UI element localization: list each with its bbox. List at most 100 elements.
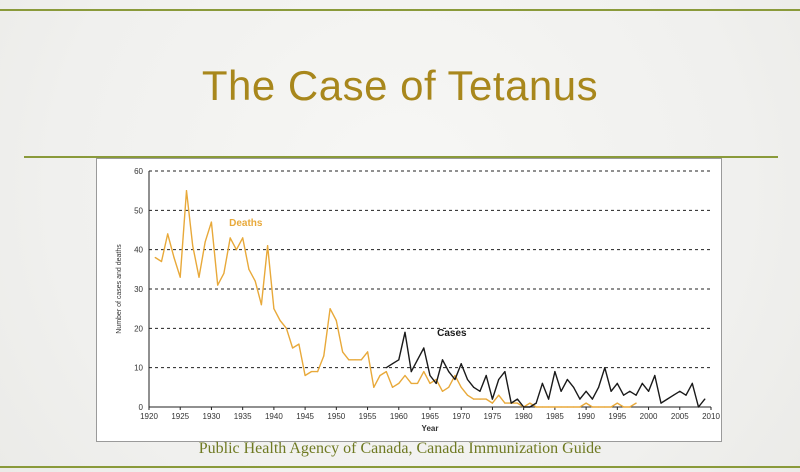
data-point-cases bbox=[416, 359, 419, 361]
data-point-deaths bbox=[360, 359, 362, 361]
data-point-cases bbox=[385, 367, 387, 369]
data-point-cases bbox=[616, 382, 618, 384]
data-point-cases bbox=[623, 394, 625, 396]
data-point-deaths bbox=[541, 406, 543, 408]
data-point-cases bbox=[454, 378, 456, 381]
data-point-cases bbox=[585, 390, 587, 392]
data-point-cases bbox=[516, 398, 518, 400]
data-point-deaths bbox=[379, 374, 381, 377]
data-point-deaths bbox=[204, 241, 206, 243]
data-point-cases bbox=[523, 406, 525, 408]
data-point-deaths bbox=[573, 406, 575, 408]
y-tick-label: 10 bbox=[134, 364, 143, 373]
data-point-cases bbox=[429, 374, 431, 377]
data-point-cases bbox=[404, 331, 406, 333]
data-point-deaths bbox=[154, 256, 156, 259]
data-point-deaths bbox=[185, 190, 188, 192]
data-point-deaths bbox=[391, 386, 394, 388]
series-label-deaths: Deaths bbox=[229, 218, 263, 229]
data-point-deaths bbox=[285, 327, 287, 329]
data-point-deaths bbox=[454, 374, 456, 377]
data-point-cases bbox=[598, 386, 600, 388]
data-point-deaths bbox=[267, 245, 269, 247]
data-point-deaths bbox=[223, 272, 225, 274]
data-point-cases bbox=[485, 374, 487, 377]
data-point-cases bbox=[604, 367, 606, 369]
data-point-cases bbox=[691, 382, 693, 384]
x-tick-label: 1950 bbox=[327, 412, 345, 421]
data-point-deaths bbox=[591, 406, 593, 408]
x-tick-label: 1945 bbox=[296, 412, 314, 421]
data-point-cases bbox=[660, 402, 662, 404]
data-point-deaths bbox=[292, 347, 294, 349]
data-point-deaths bbox=[385, 371, 387, 373]
data-point-deaths bbox=[254, 280, 256, 282]
data-point-deaths bbox=[242, 237, 244, 239]
data-point-deaths bbox=[298, 343, 300, 345]
x-tick-label: 1955 bbox=[359, 412, 377, 421]
data-point-deaths bbox=[217, 284, 219, 286]
data-point-deaths bbox=[598, 406, 600, 408]
data-point-deaths bbox=[529, 402, 531, 404]
data-point-deaths bbox=[566, 406, 568, 408]
x-tick-label: 1960 bbox=[390, 412, 408, 421]
x-tick-label: 1965 bbox=[421, 412, 439, 421]
data-point-deaths bbox=[273, 308, 275, 310]
data-point-cases bbox=[591, 398, 593, 400]
data-point-cases bbox=[704, 398, 706, 400]
x-tick-label: 1925 bbox=[171, 412, 189, 421]
slide-title: The Case of Tetanus bbox=[201, 62, 599, 109]
data-point-cases bbox=[672, 394, 675, 396]
data-point-cases bbox=[535, 402, 537, 404]
y-axis-label: Number of cases and deaths bbox=[116, 244, 123, 334]
data-point-deaths bbox=[460, 386, 462, 388]
data-point-deaths bbox=[504, 402, 506, 404]
data-point-cases bbox=[448, 371, 450, 373]
data-point-cases bbox=[398, 359, 400, 361]
data-point-deaths bbox=[179, 276, 181, 278]
data-point-deaths bbox=[473, 398, 475, 400]
x-tick-label: 1985 bbox=[546, 412, 564, 421]
data-point-cases bbox=[635, 394, 637, 396]
x-tick-label: 1940 bbox=[265, 412, 283, 421]
chart-frame: 0 10 20 30 40 50 60 1920 1925 1930 1935 1940 1945 195… bbox=[96, 158, 722, 442]
data-point-deaths bbox=[260, 304, 262, 306]
data-point-deaths bbox=[604, 406, 606, 408]
data-point-deaths bbox=[317, 371, 319, 373]
data-point-cases bbox=[685, 394, 687, 396]
data-point-deaths bbox=[210, 221, 212, 223]
data-point-cases bbox=[579, 398, 581, 400]
data-point-deaths bbox=[429, 382, 431, 384]
data-point-deaths bbox=[335, 319, 337, 322]
data-point-cases bbox=[491, 398, 493, 400]
x-axis-label: Year bbox=[422, 424, 439, 433]
data-point-deaths bbox=[229, 237, 231, 239]
data-point-cases bbox=[697, 406, 700, 408]
y-tick-label: 0 bbox=[139, 403, 144, 412]
data-point-deaths bbox=[398, 382, 400, 384]
data-point-cases bbox=[504, 371, 506, 373]
data-point-deaths bbox=[579, 406, 581, 408]
data-point-cases bbox=[629, 390, 631, 392]
data-point-deaths bbox=[329, 308, 331, 310]
data-point-deaths bbox=[235, 249, 237, 251]
data-point-deaths bbox=[554, 406, 556, 408]
data-point-deaths bbox=[485, 398, 487, 400]
data-point-deaths bbox=[448, 386, 450, 388]
data-point-deaths bbox=[248, 268, 250, 270]
data-point-deaths bbox=[373, 386, 375, 388]
data-point-cases bbox=[548, 398, 550, 400]
x-tick-label: 2010 bbox=[702, 412, 720, 421]
series-line-deaths bbox=[154, 190, 637, 408]
data-point-cases bbox=[435, 382, 437, 384]
data-point-deaths bbox=[535, 406, 537, 408]
y-tick-label: 20 bbox=[134, 324, 143, 333]
data-point-deaths bbox=[610, 406, 612, 408]
data-point-deaths bbox=[160, 260, 163, 263]
y-tick-label: 30 bbox=[134, 285, 143, 294]
data-point-deaths bbox=[585, 402, 587, 404]
data-point-cases bbox=[666, 398, 668, 400]
source-caption: Public Health Agency of Canada, Canada I… bbox=[198, 440, 602, 457]
y-tick-label: 40 bbox=[134, 246, 143, 255]
data-point-deaths bbox=[441, 390, 444, 392]
